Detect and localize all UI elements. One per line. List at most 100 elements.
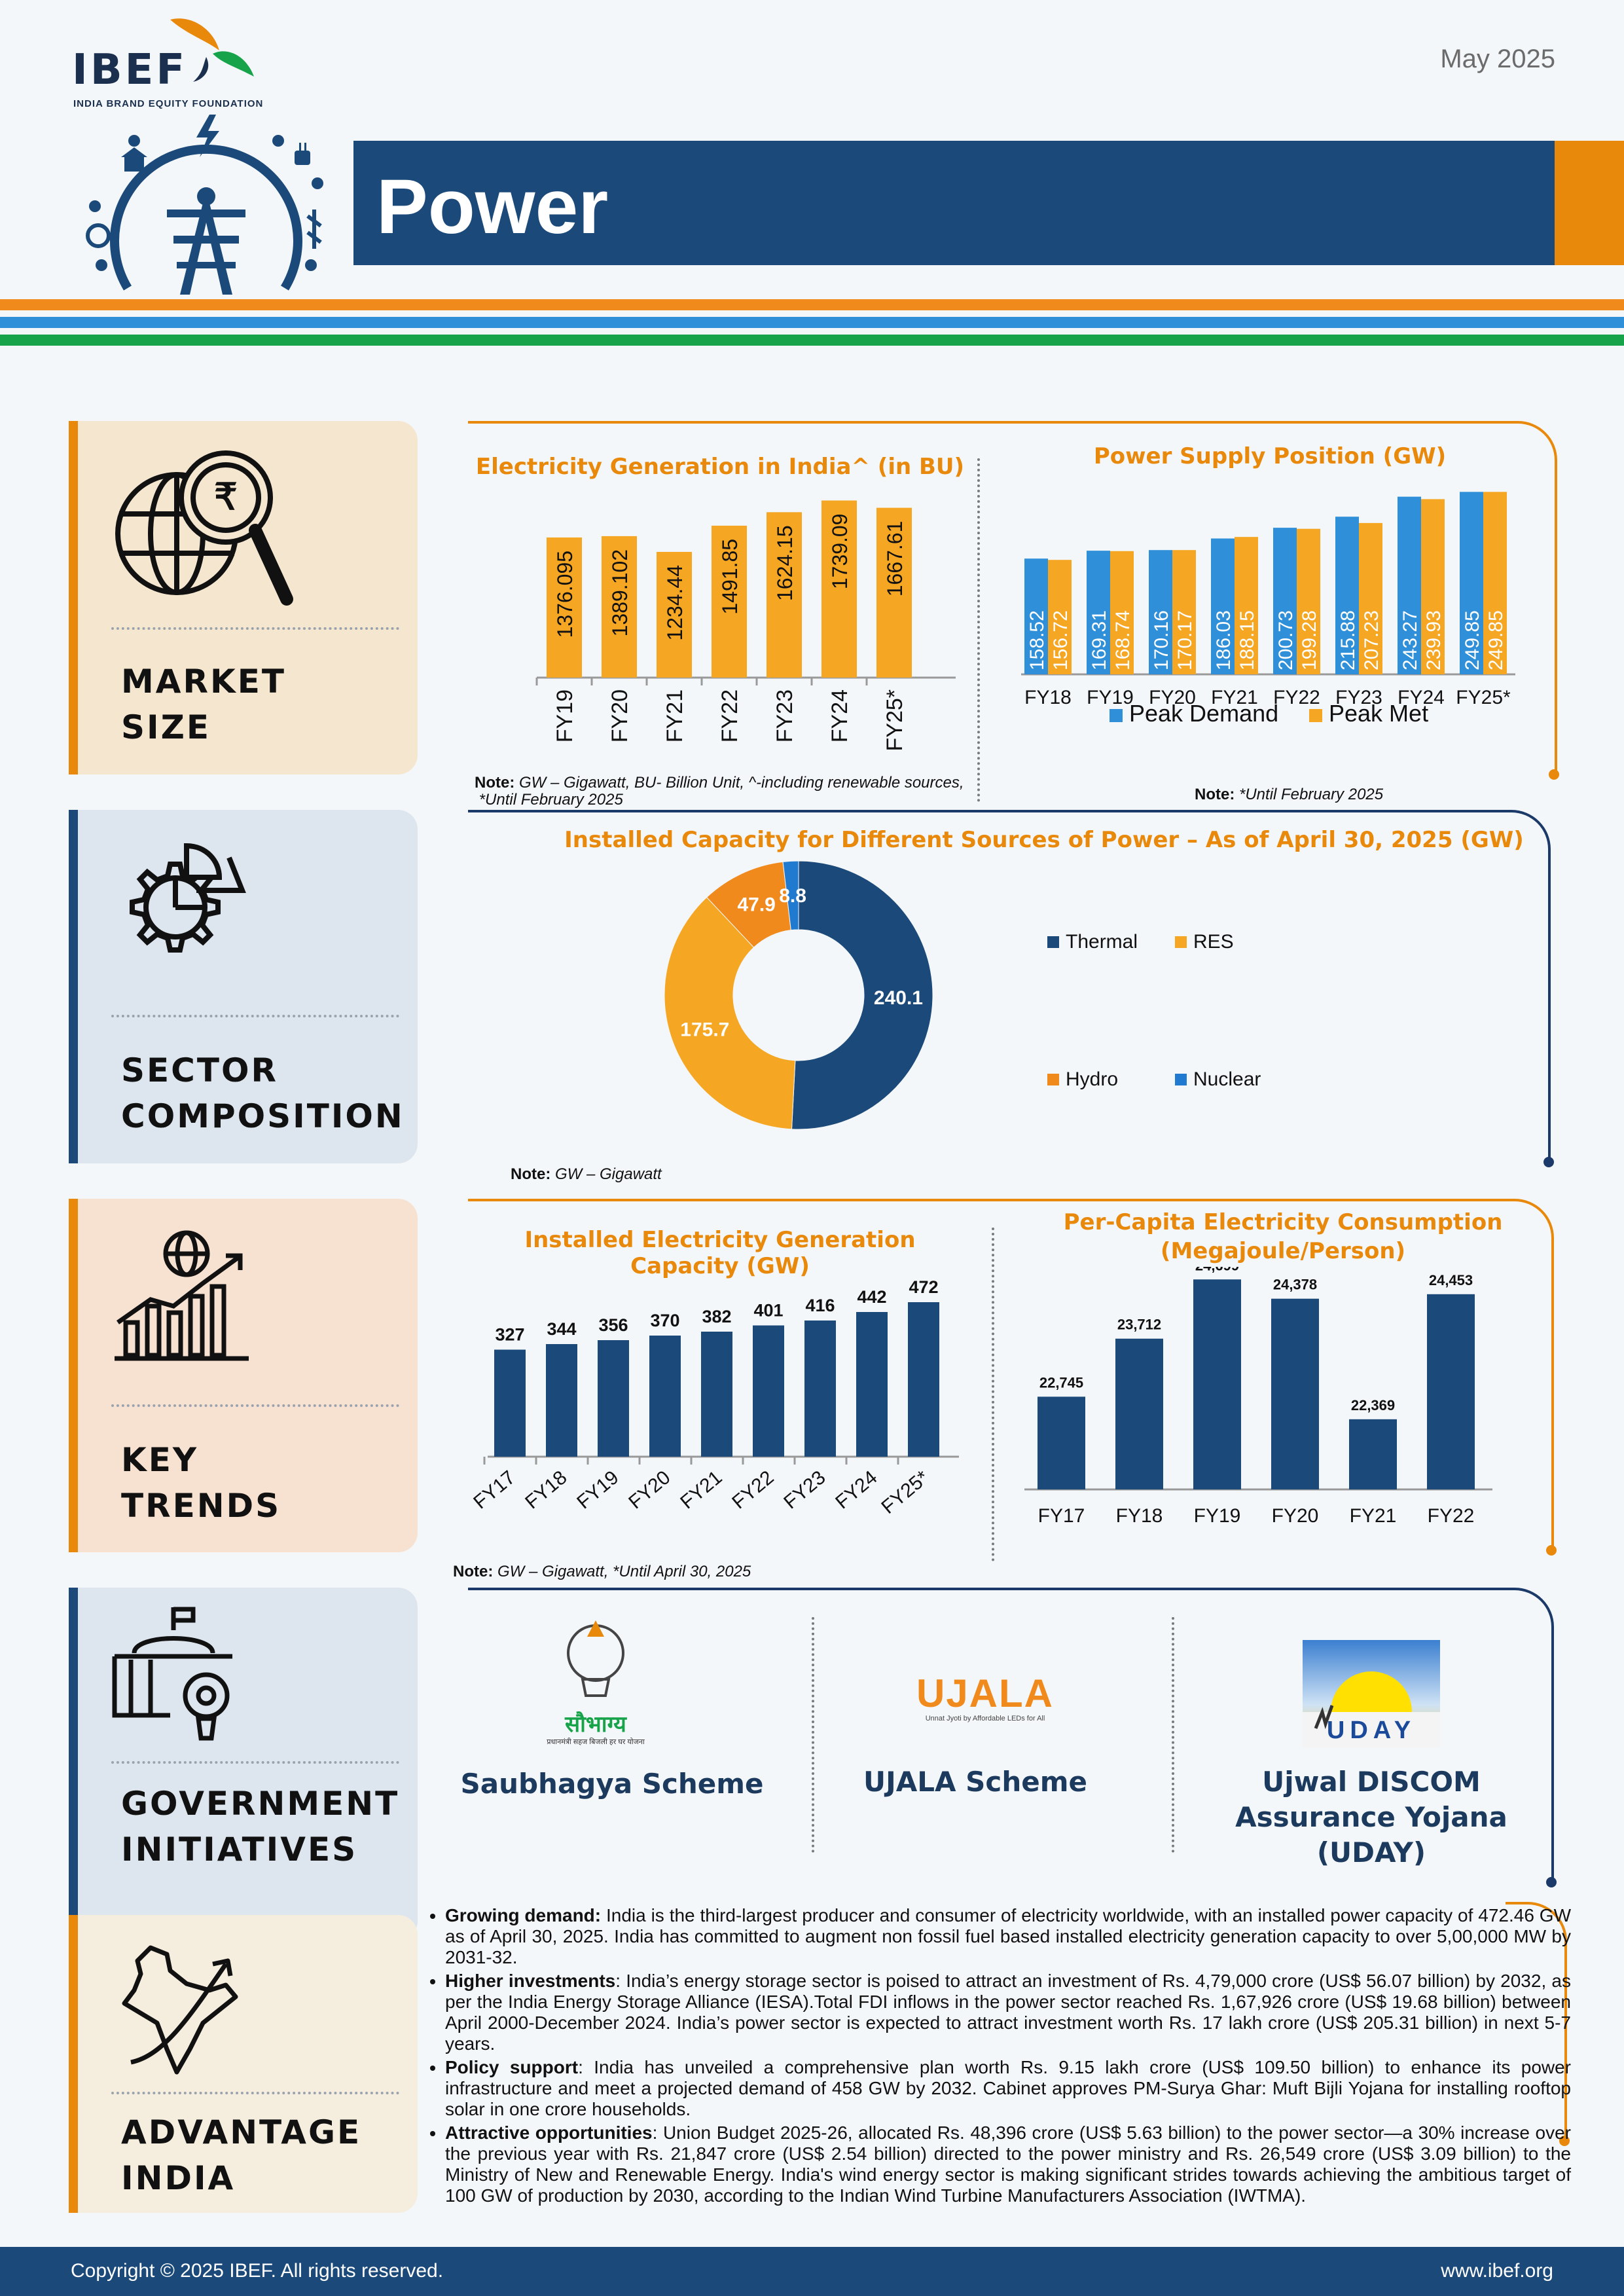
pie-slice (791, 860, 933, 1130)
frame-end-dot (1549, 769, 1559, 780)
logo-text: IBEF (72, 46, 188, 94)
x-tick-label: FY22 (717, 689, 742, 742)
data-label: 239.93 (1423, 610, 1445, 670)
advantage-india-label: ADVANTAGE INDIA (121, 2113, 362, 2197)
data-label: 1491.85 (718, 539, 742, 615)
bar (1172, 550, 1196, 674)
key-trends-frame (468, 1199, 1554, 1548)
data-label: 23,712 (1117, 1317, 1161, 1333)
x-tick-label: FY21 (1211, 687, 1258, 708)
note-generation: Note: GW – Gigawatt, BU- Billion Unit, ^… (475, 774, 964, 809)
bar (804, 1321, 836, 1457)
uday-logo-text: UDAY (1326, 1717, 1416, 1744)
x-tick-label: FY24 (1398, 687, 1445, 708)
advantage-item: Policy support: India has unveiled a com… (445, 2057, 1571, 2120)
bar (701, 1332, 732, 1457)
bar (1483, 492, 1507, 674)
x-tick-label: FY25* (882, 689, 907, 752)
chart-installed-sources: 240.1 175.7 47.9 8.8 Thermal RES Hydro Nuclear (664, 860, 1261, 1130)
chart-title-installed-sources: Installed Capacity for Different Sources… (564, 827, 1524, 853)
data-label: 1376.095 (553, 551, 577, 638)
chart-power-supply: 158.52 156.72 FY18 169.31 168.74 FY19 170.16 17… (1021, 492, 1515, 727)
bar (602, 536, 637, 678)
x-tick-label: FY20 (1272, 1505, 1319, 1527)
data-label: 401 (753, 1301, 783, 1321)
title-bar (353, 141, 1555, 265)
bar (1359, 522, 1382, 674)
legend-swatch (1175, 936, 1187, 948)
legend-label: RES (1193, 931, 1234, 953)
ujala-scheme-name: UJALA Scheme (863, 1766, 1087, 1798)
advantage-item: Attractive opportunities: Union Budget 2… (445, 2123, 1571, 2206)
saubhagya-logo: सौभाग्य प्रधानमंत्री सहज बिजली हर घर योज… (527, 1617, 664, 1755)
advantage-item: Growing demand: India is the third-large… (445, 1905, 1571, 1968)
divider (111, 627, 399, 630)
bar (657, 551, 692, 678)
data-label: 188.15 (1236, 610, 1258, 670)
divider (111, 1015, 399, 1017)
orange-stripe (0, 299, 1624, 310)
bar (767, 512, 802, 678)
bulb-icon (567, 1620, 624, 1697)
divider (111, 1761, 399, 1764)
data-label: 240.1 (874, 987, 923, 1009)
x-tick-label: FY20 (1149, 687, 1196, 708)
advantage-list: Growing demand: India is the third-large… (419, 1905, 1571, 2209)
data-label: 249.85 (1462, 610, 1483, 670)
bar (649, 1336, 681, 1457)
data-label: 24,378 (1273, 1277, 1317, 1293)
page-title: Power (376, 164, 609, 250)
key-trends-panel (69, 1199, 418, 1552)
chart-title-per-capita: Per-Capita Electricity Consumption (Mega… (1063, 1209, 1503, 1264)
key-trends-accent (69, 1199, 78, 1552)
legend-swatch (1047, 936, 1059, 948)
bar (1193, 1279, 1241, 1489)
x-tick-label: FY25* (877, 1467, 933, 1518)
key-trends-label: KEY TRENDS (121, 1441, 281, 1525)
chart-installed-capacity: 327 FY17 344 FY18 356 FY19 370 FY20 382 FY21 401 FY… (471, 1277, 959, 1518)
frame-end-dot (1543, 1157, 1554, 1167)
logo-subtitle: INDIA BRAND EQUITY FOUNDATION (73, 98, 264, 109)
data-label: 22,369 (1351, 1397, 1395, 1413)
x-tick-label: FY19 (573, 1467, 623, 1513)
bar (1349, 1419, 1397, 1489)
legend-swatch (1110, 709, 1123, 722)
market-size-label: MARKET SIZE (121, 663, 286, 746)
data-label: 442 (857, 1287, 886, 1307)
government-initiatives-panel (69, 1588, 418, 1941)
data-label: 356 (598, 1315, 628, 1335)
data-label: 1739.09 (828, 513, 852, 589)
note-composition: Note: GW – Gigawatt (511, 1165, 662, 1183)
x-tick-label: FY18 (1024, 687, 1072, 708)
government-initiatives-accent (69, 1588, 78, 1941)
footer (0, 2247, 1624, 2296)
bar (1273, 528, 1297, 674)
data-label: 158.52 (1026, 610, 1048, 670)
bar (908, 1302, 939, 1457)
legend-label: Thermal (1066, 931, 1138, 953)
scheme-divider (812, 1617, 814, 1853)
bar (1335, 517, 1359, 674)
composition-frame (468, 810, 1551, 1163)
website-link[interactable]: www.ibef.org (1441, 2260, 1553, 2282)
advantage-frame (1506, 1902, 1567, 2143)
data-label: 47.9 (737, 894, 775, 916)
chart-title-supply: Power Supply Position (GW) (1093, 443, 1447, 469)
bar (1149, 550, 1172, 674)
uday-scheme-name: Ujwal DISCOM Assurance Yojana (UDAY) (1235, 1766, 1507, 1868)
bar (546, 1344, 577, 1457)
bar (1211, 538, 1235, 674)
pie-slice (664, 896, 796, 1130)
bar (1038, 1396, 1085, 1489)
x-tick-label: FY23 (772, 689, 797, 742)
x-tick-label: FY23 (1335, 687, 1382, 708)
uday-logo (1303, 1640, 1440, 1748)
legend-label: Peak Demand (1129, 700, 1278, 727)
government-building-icon (112, 1607, 232, 1741)
data-label: 24,453 (1429, 1272, 1473, 1288)
data-label: 168.74 (1112, 610, 1134, 670)
bar (1048, 560, 1072, 674)
data-label: 169.31 (1089, 610, 1110, 670)
x-tick-label: FY23 (780, 1467, 829, 1513)
data-label: 416 (805, 1296, 835, 1315)
